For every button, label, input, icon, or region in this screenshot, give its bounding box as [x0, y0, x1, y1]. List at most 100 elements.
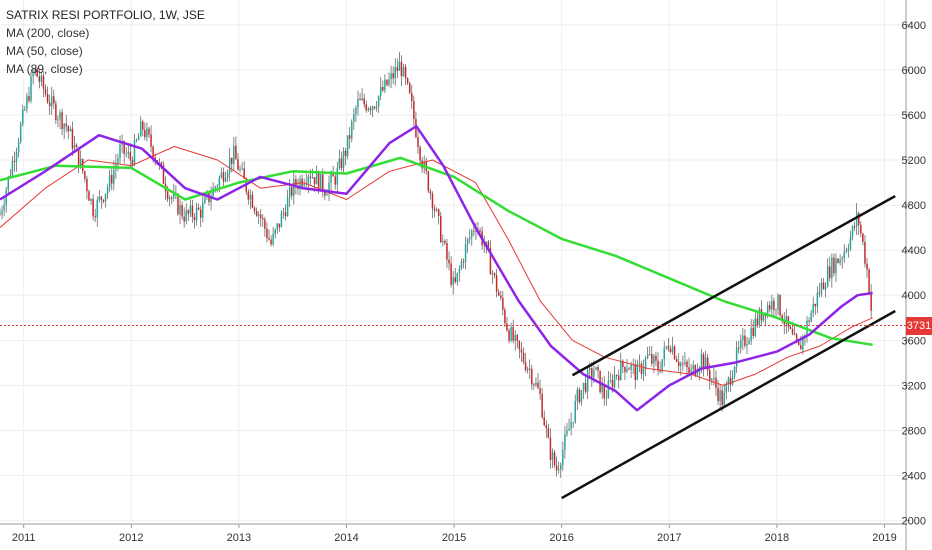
candle-body — [520, 349, 523, 353]
candle-body — [731, 376, 734, 385]
chart-title: SATRIX RESI PORTFOLIO, 1W, JSE — [6, 8, 205, 22]
candle-body — [212, 187, 214, 197]
candle-body — [857, 213, 860, 226]
candle-body — [826, 266, 829, 287]
candle-body — [829, 266, 831, 279]
candle-body — [760, 309, 763, 321]
candle-body — [284, 212, 287, 217]
candle-body — [400, 61, 403, 77]
candle-body — [547, 428, 550, 438]
candle-body — [723, 392, 725, 406]
candle-body — [580, 390, 583, 403]
candle-body — [442, 240, 444, 243]
candle-body — [19, 124, 22, 143]
candle-body — [278, 223, 281, 228]
candle-body — [812, 303, 814, 313]
candle-body — [276, 223, 279, 230]
candle-body — [791, 328, 794, 335]
candle-body — [235, 145, 237, 160]
candle-body — [516, 335, 519, 341]
candle-body — [737, 347, 740, 349]
candle-body — [669, 348, 672, 352]
candle-body — [510, 326, 512, 341]
candle-body — [487, 241, 490, 249]
candle-body — [818, 292, 821, 294]
candle-body — [328, 182, 330, 194]
time-axis: 2011 2012 2013 2014 2015 2016 2017 2018 2019 — [12, 524, 897, 544]
candle-body — [309, 176, 312, 178]
candle-body — [144, 129, 146, 138]
candle-body — [249, 194, 252, 200]
ma50-line — [0, 124, 873, 412]
candle-body — [651, 354, 653, 364]
candle-body — [154, 157, 156, 161]
candle-body — [456, 272, 459, 282]
candle-body — [483, 245, 485, 247]
candle-body — [746, 344, 748, 346]
candle-body — [609, 380, 612, 382]
candle-body — [218, 177, 221, 187]
candle-body — [86, 178, 88, 192]
candle-body — [411, 93, 413, 101]
candle-body — [810, 312, 812, 322]
candle-body — [870, 293, 872, 311]
candle-body — [36, 68, 38, 77]
candle-body — [330, 173, 332, 183]
candle-body — [543, 417, 545, 426]
candle-body — [34, 68, 36, 74]
candle-body — [537, 382, 539, 389]
candle-body — [504, 309, 506, 324]
candle-body — [866, 263, 868, 270]
candle-body — [638, 363, 641, 365]
x-tick-label: 2019 — [872, 532, 896, 544]
candle-body — [375, 106, 378, 109]
candle-body — [729, 378, 732, 385]
candle-body — [291, 187, 293, 196]
candle-body — [564, 434, 566, 450]
candle-body — [466, 239, 469, 245]
candle-body — [413, 100, 415, 119]
candle-body — [711, 379, 713, 381]
candle-body — [694, 365, 697, 376]
candle-body — [615, 375, 618, 377]
candle-body — [15, 152, 18, 163]
y-tick-label: 3600 — [902, 335, 926, 347]
candle-body — [152, 146, 154, 158]
candle-body — [851, 226, 854, 237]
candle-body — [135, 139, 138, 141]
candle-body — [326, 193, 328, 196]
y-tick-label: 5600 — [902, 110, 926, 122]
candle-body — [0, 214, 1, 216]
candle-body — [65, 123, 67, 127]
candle-body — [7, 176, 10, 190]
candle-body — [835, 258, 837, 274]
candle-body — [653, 355, 655, 364]
chart-legend: SATRIX RESI PORTFOLIO, 1W, JSE MA (200, … — [6, 6, 205, 78]
candle-body — [63, 123, 65, 130]
candle-body — [773, 300, 775, 310]
candle-body — [187, 210, 190, 214]
candle-body — [667, 346, 670, 349]
candle-body — [94, 216, 96, 218]
candle-body — [684, 361, 686, 365]
x-tick-label: 2018 — [765, 532, 789, 544]
candle-body — [444, 240, 446, 244]
candle-body — [359, 98, 361, 101]
candle-body — [843, 251, 846, 259]
candle-body — [361, 98, 363, 101]
candle-body — [133, 140, 136, 165]
candle-body — [535, 382, 537, 385]
x-tick-label: 2015 — [442, 532, 466, 544]
candle-body — [545, 425, 548, 429]
candle-body — [185, 210, 187, 222]
candle-body — [384, 79, 386, 91]
candle-body — [533, 384, 535, 386]
candle-body — [862, 233, 864, 242]
y-tick-label: 3200 — [902, 380, 926, 392]
price-axis: 2000 2400 2800 3200 3600 4000 4400 4800 5200 5600… — [902, 20, 926, 528]
channel-upper-line — [571, 194, 896, 377]
candle-body — [24, 109, 26, 111]
candle-body — [769, 305, 771, 310]
candle-body — [303, 183, 305, 187]
candle-body — [239, 169, 241, 171]
